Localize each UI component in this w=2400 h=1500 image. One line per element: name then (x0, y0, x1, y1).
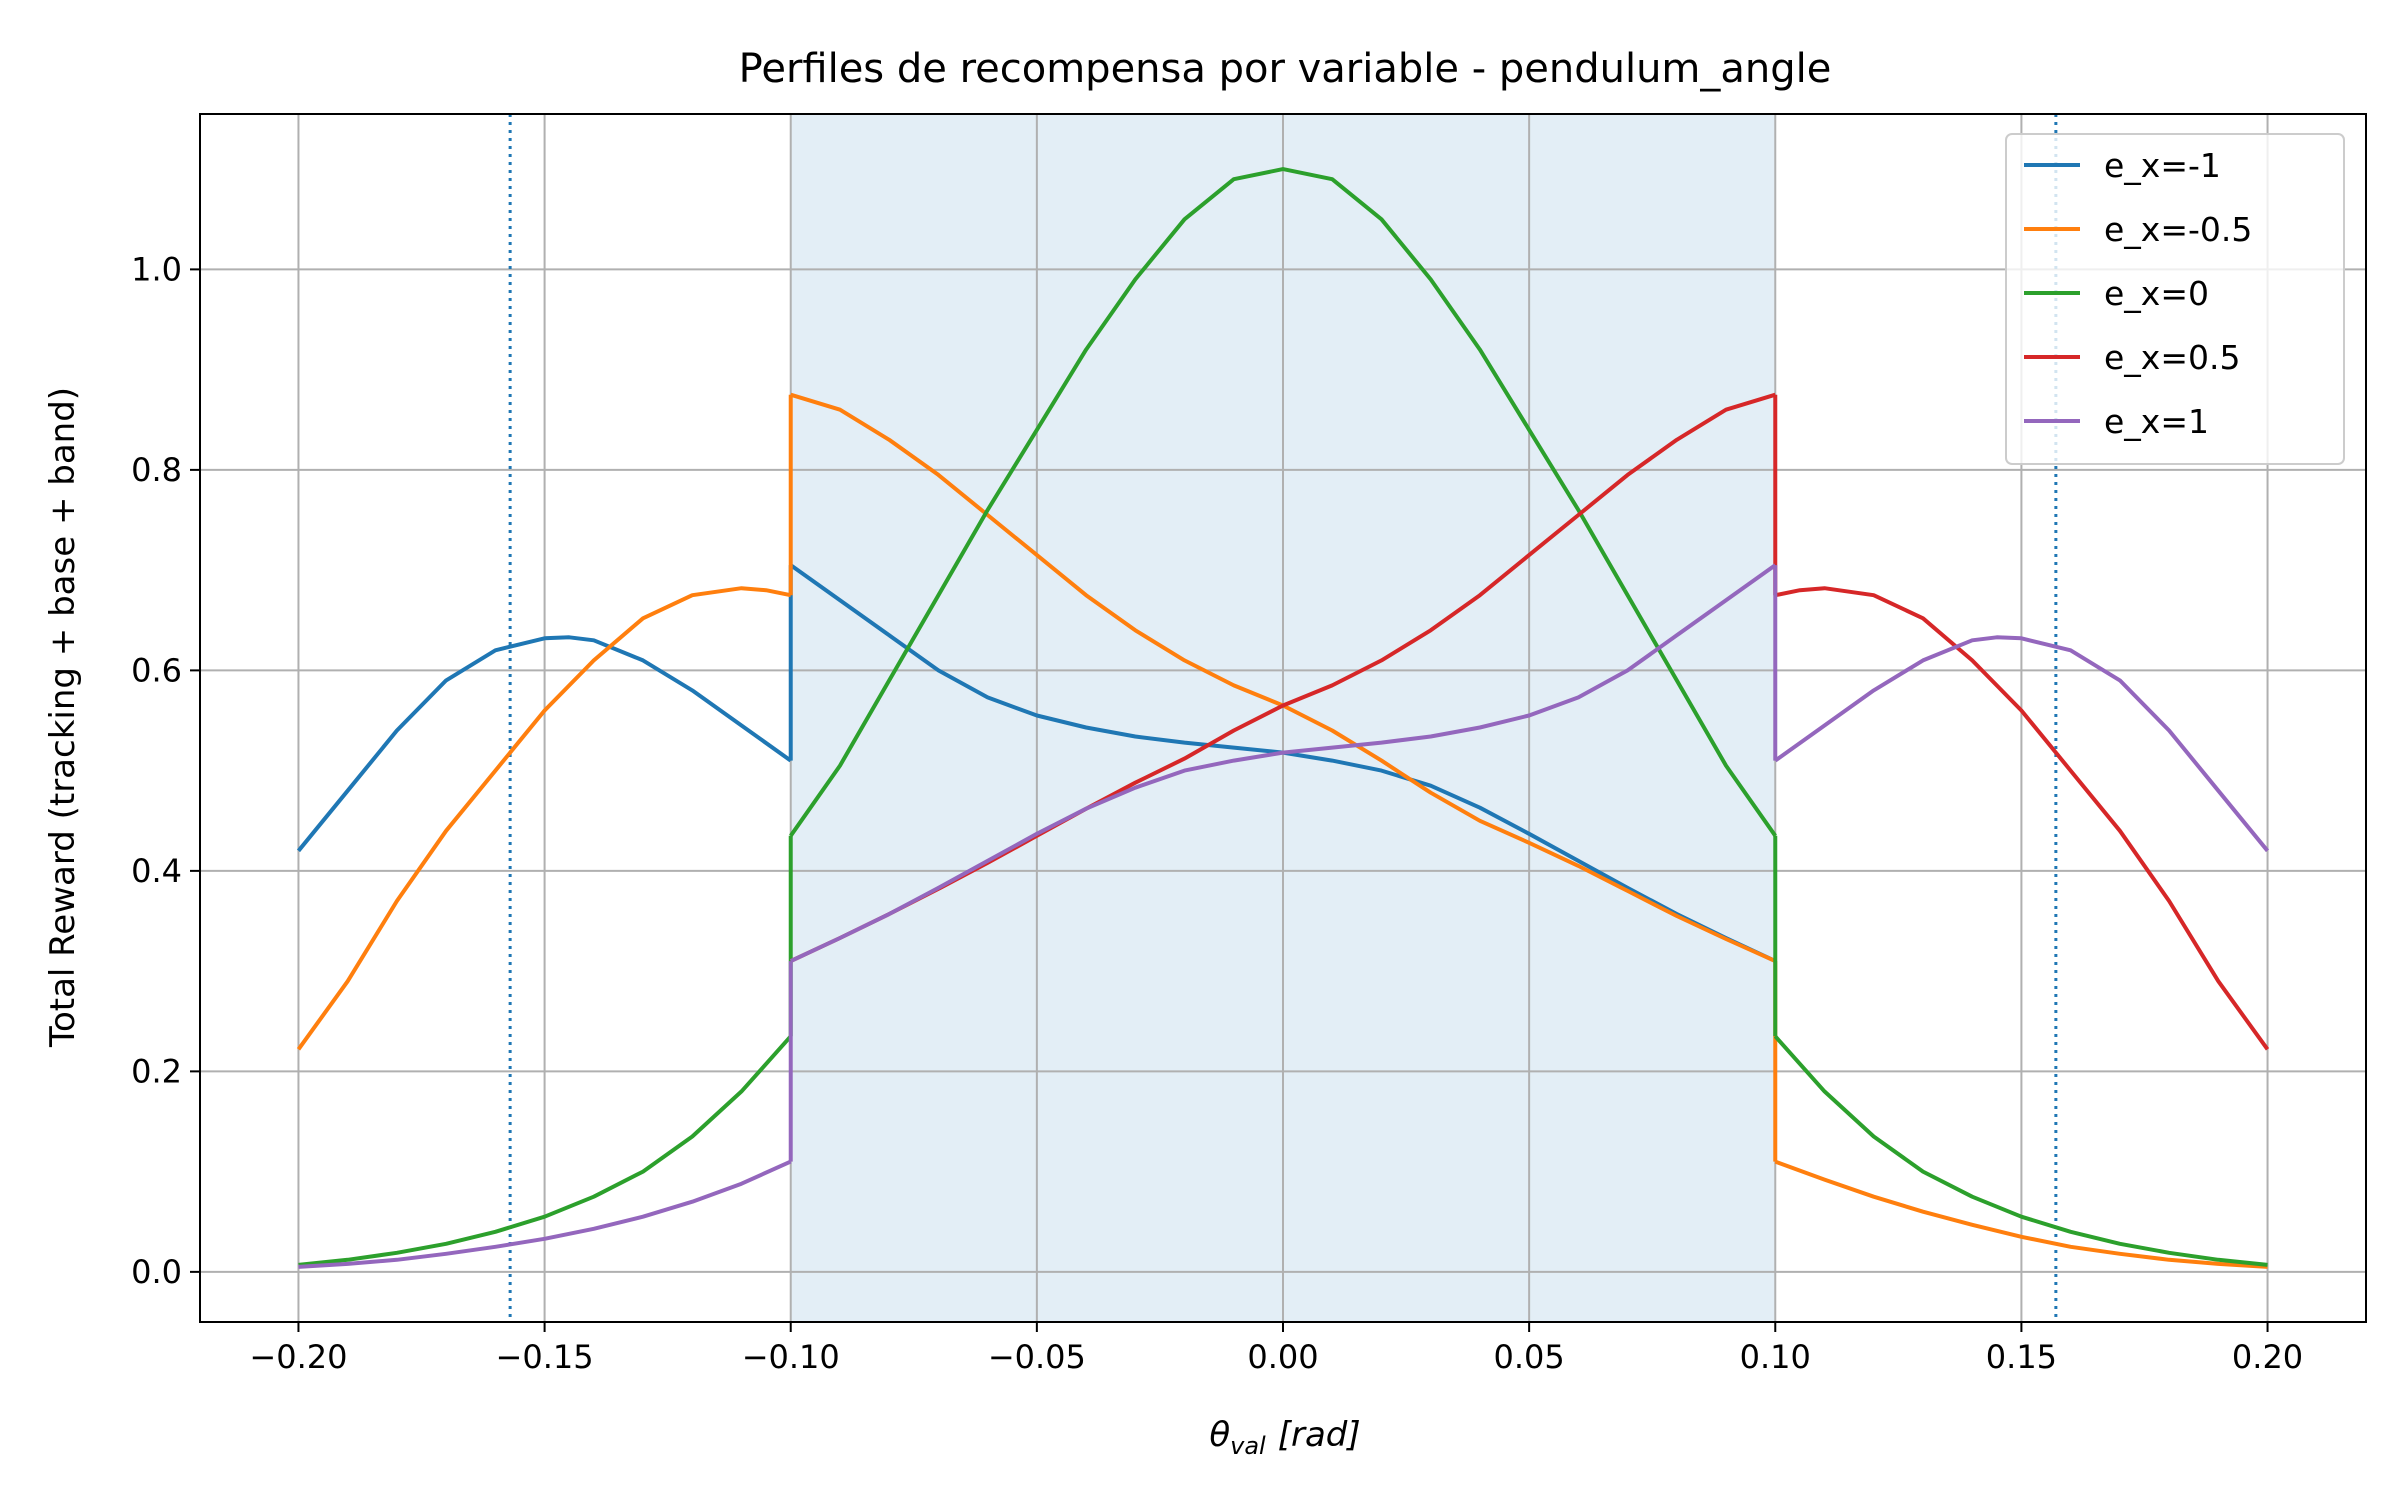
x-tick-label: −0.10 (742, 1338, 840, 1376)
legend-label: e_x=0.5 (2104, 338, 2240, 377)
ticks-layer: −0.20 −0.15 −0.10 −0.05 0.00 0.05 0.10 0.15 0.20… (131, 250, 2303, 1376)
series-line-segment (1774, 586, 2270, 1051)
legend-label: e_x=1 (2104, 402, 2209, 441)
chart-title: Perfiles de recompensa por variable - pe… (739, 46, 1832, 92)
y-tick-label: 0.8 (131, 451, 182, 489)
legend-label: e_x=-1 (2104, 146, 2221, 185)
series-line-segment (296, 635, 792, 853)
series-line-segment (298, 1159, 792, 1269)
y-tick-label: 0.2 (131, 1052, 182, 1090)
series-line-segment (298, 1034, 793, 1267)
legend-label: e_x=-0.5 (2104, 210, 2252, 249)
y-tick-label: 0.6 (131, 651, 182, 689)
y-axis-label: Total Reward (tracking + base + band) (43, 387, 83, 1048)
legend-items: e_x=-1 e_x=-0.5 e_x=0 e_x=0.5 e_x=1 (2024, 146, 2252, 441)
legend-label: e_x=0 (2104, 274, 2209, 313)
series-line-segment (1774, 635, 2270, 853)
x-axis-label-subscript: val (1230, 1432, 1266, 1460)
series-line-segment (296, 586, 792, 1051)
series-line-segment (789, 563, 1777, 963)
x-axis-label: θval [rad] (1209, 1415, 1360, 1460)
series-line-segment (1773, 1034, 2268, 1267)
x-axis-label-unit: [rad] (1278, 1415, 1361, 1455)
series-line-segment (789, 167, 1777, 837)
legend: e_x=-1 e_x=-0.5 e_x=0 e_x=0.5 e_x=1 (2005, 133, 2345, 465)
x-axis-label-symbol: θ (1209, 1415, 1230, 1455)
series-line-segment (1774, 1159, 2268, 1269)
x-tick-label: −0.15 (496, 1338, 594, 1376)
x-tick-label: 0.15 (1986, 1338, 2057, 1376)
legend-box (2005, 133, 2345, 465)
x-tick-label: 0.10 (1740, 1338, 1811, 1376)
series-e_x=1 (298, 563, 2270, 1269)
x-tick-label: −0.05 (988, 1338, 1086, 1376)
x-tick-label: −0.20 (249, 1338, 347, 1376)
y-tick-label: 1.0 (131, 250, 182, 288)
x-tick-label: 0.05 (1494, 1338, 1565, 1376)
series-e_x=0 (298, 167, 2268, 1267)
series-layer (296, 167, 2270, 1269)
x-tick-label: 0.00 (1247, 1338, 1318, 1376)
y-tick-label: 0.0 (131, 1253, 182, 1291)
x-tick-label: 0.20 (2232, 1338, 2303, 1376)
y-tick-label: 0.4 (131, 852, 182, 890)
